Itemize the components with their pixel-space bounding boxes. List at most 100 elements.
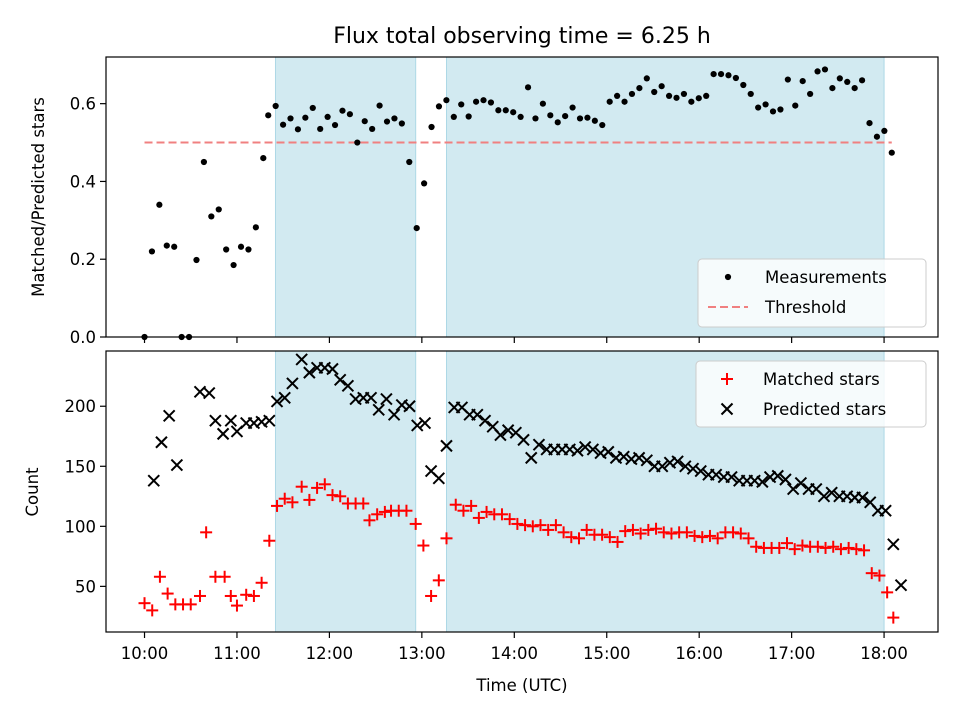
- measurement-point: [799, 78, 806, 85]
- matched-star-point: [417, 539, 430, 552]
- matched-star-point: [565, 531, 578, 544]
- predicted-star-point: [720, 402, 734, 416]
- measurement-point: [458, 101, 465, 108]
- measurement-point: [223, 246, 230, 253]
- measurement-point: [777, 106, 784, 113]
- matched-star-point: [773, 541, 786, 554]
- matched-star-point: [449, 498, 462, 511]
- bottom-shaded-interval-0: [274, 350, 417, 633]
- matched-star-point: [295, 480, 308, 493]
- measurement-point: [413, 225, 420, 232]
- measurement-point: [495, 107, 502, 114]
- measurement-point: [200, 158, 208, 166]
- matched-star-point: [727, 526, 740, 539]
- predicted-star-point: [203, 386, 216, 400]
- predicted-star-point: [263, 414, 276, 427]
- measurement-point: [502, 107, 509, 114]
- x-tick-label: 17:00: [768, 644, 816, 663]
- x-tick-label: 18:00: [860, 644, 908, 663]
- measurement-point: [584, 114, 591, 121]
- legend-box: [695, 360, 927, 428]
- measurement-point: [881, 127, 888, 134]
- measurement-point: [851, 85, 858, 92]
- matched-star-point: [703, 529, 716, 542]
- matched-star-point: [286, 496, 299, 509]
- predicted-star-point: [879, 504, 892, 517]
- matched-star-point: [334, 490, 347, 503]
- measurement-points: [141, 66, 895, 341]
- top-shaded-interval-0: [274, 56, 417, 338]
- matched-star-point: [326, 489, 339, 502]
- predicted-star-point: [656, 460, 669, 473]
- measurement-point: [547, 112, 554, 119]
- predicted-star-point: [586, 443, 600, 456]
- predicted-star-point: [380, 392, 393, 406]
- measurement-point: [792, 102, 799, 109]
- measurement-point: [487, 99, 495, 106]
- measurement-point: [260, 155, 267, 162]
- matched-star-point: [503, 513, 516, 526]
- predicted-star-point: [278, 391, 291, 405]
- measurement-point: [428, 123, 435, 131]
- predicted-star-point: [794, 476, 808, 490]
- predicted-star-point: [333, 373, 347, 387]
- predicted-star-point: [679, 460, 692, 473]
- x-tick-label: 13:00: [398, 644, 446, 663]
- measurement-point: [599, 121, 606, 129]
- measurement-point: [171, 243, 178, 250]
- predicted-star-point: [286, 377, 299, 390]
- measurement-point: [524, 84, 532, 91]
- measurement-point: [156, 201, 163, 208]
- top-y-tick-label: 0.6: [70, 95, 96, 114]
- predicted-star-point: [170, 458, 184, 472]
- measurement-point: [339, 107, 346, 114]
- matched-star-point: [742, 532, 755, 545]
- measurement-point: [673, 94, 680, 101]
- matched-star-point: [850, 543, 863, 556]
- predicted-star-point: [671, 455, 684, 468]
- measurement-point: [398, 120, 405, 127]
- measurement-point: [732, 74, 739, 82]
- measurement-point: [703, 92, 710, 99]
- top-x-ticks: [143, 337, 885, 343]
- measurement-point: [245, 246, 252, 253]
- legend-box: [697, 258, 927, 328]
- predicted-star-point: [602, 445, 615, 459]
- matched-star-point: [432, 574, 445, 587]
- matched-star-point: [819, 541, 832, 554]
- measurement-point: [829, 85, 836, 92]
- matched-star-point: [596, 528, 609, 541]
- top-legend: Measurements Threshold: [697, 258, 927, 328]
- measurement-point: [621, 98, 628, 105]
- matched-star-point: [580, 523, 593, 536]
- measurement-point: [302, 114, 309, 121]
- x-tick-label: 16:00: [675, 644, 723, 663]
- matched-star-point: [657, 526, 670, 539]
- matched-star-point: [887, 611, 900, 624]
- measurement-point: [680, 90, 688, 98]
- matched-star-point: [200, 526, 213, 539]
- predicted-star-point: [532, 438, 546, 451]
- measurement-point: [591, 117, 598, 124]
- bottom-legend: Matched stars Predicted stars: [695, 360, 927, 428]
- bottom-y-tick-label: 50: [75, 577, 96, 596]
- predicted-star-point: [640, 454, 654, 467]
- matched-star-point: [734, 527, 747, 540]
- measurement-point: [836, 75, 843, 82]
- measurement-point: [532, 115, 539, 122]
- predicted-star-point: [295, 353, 308, 366]
- matched-star-point: [457, 504, 470, 517]
- x-tick-label: 10:00: [121, 644, 169, 663]
- legend-predicted-label: Predicted stars: [763, 400, 886, 419]
- matched-star-point: [311, 481, 324, 494]
- predicted-star-point: [632, 451, 646, 465]
- measurement-point: [215, 206, 222, 213]
- predicted-star-point: [440, 439, 453, 453]
- measurement-point: [391, 115, 398, 122]
- matched-star-point: [542, 523, 555, 536]
- predicted-star-point: [494, 428, 507, 442]
- matched-star-point: [788, 543, 801, 556]
- measurement-point: [480, 97, 487, 104]
- predicted-star-point: [216, 427, 230, 441]
- matched-star-point: [472, 511, 485, 524]
